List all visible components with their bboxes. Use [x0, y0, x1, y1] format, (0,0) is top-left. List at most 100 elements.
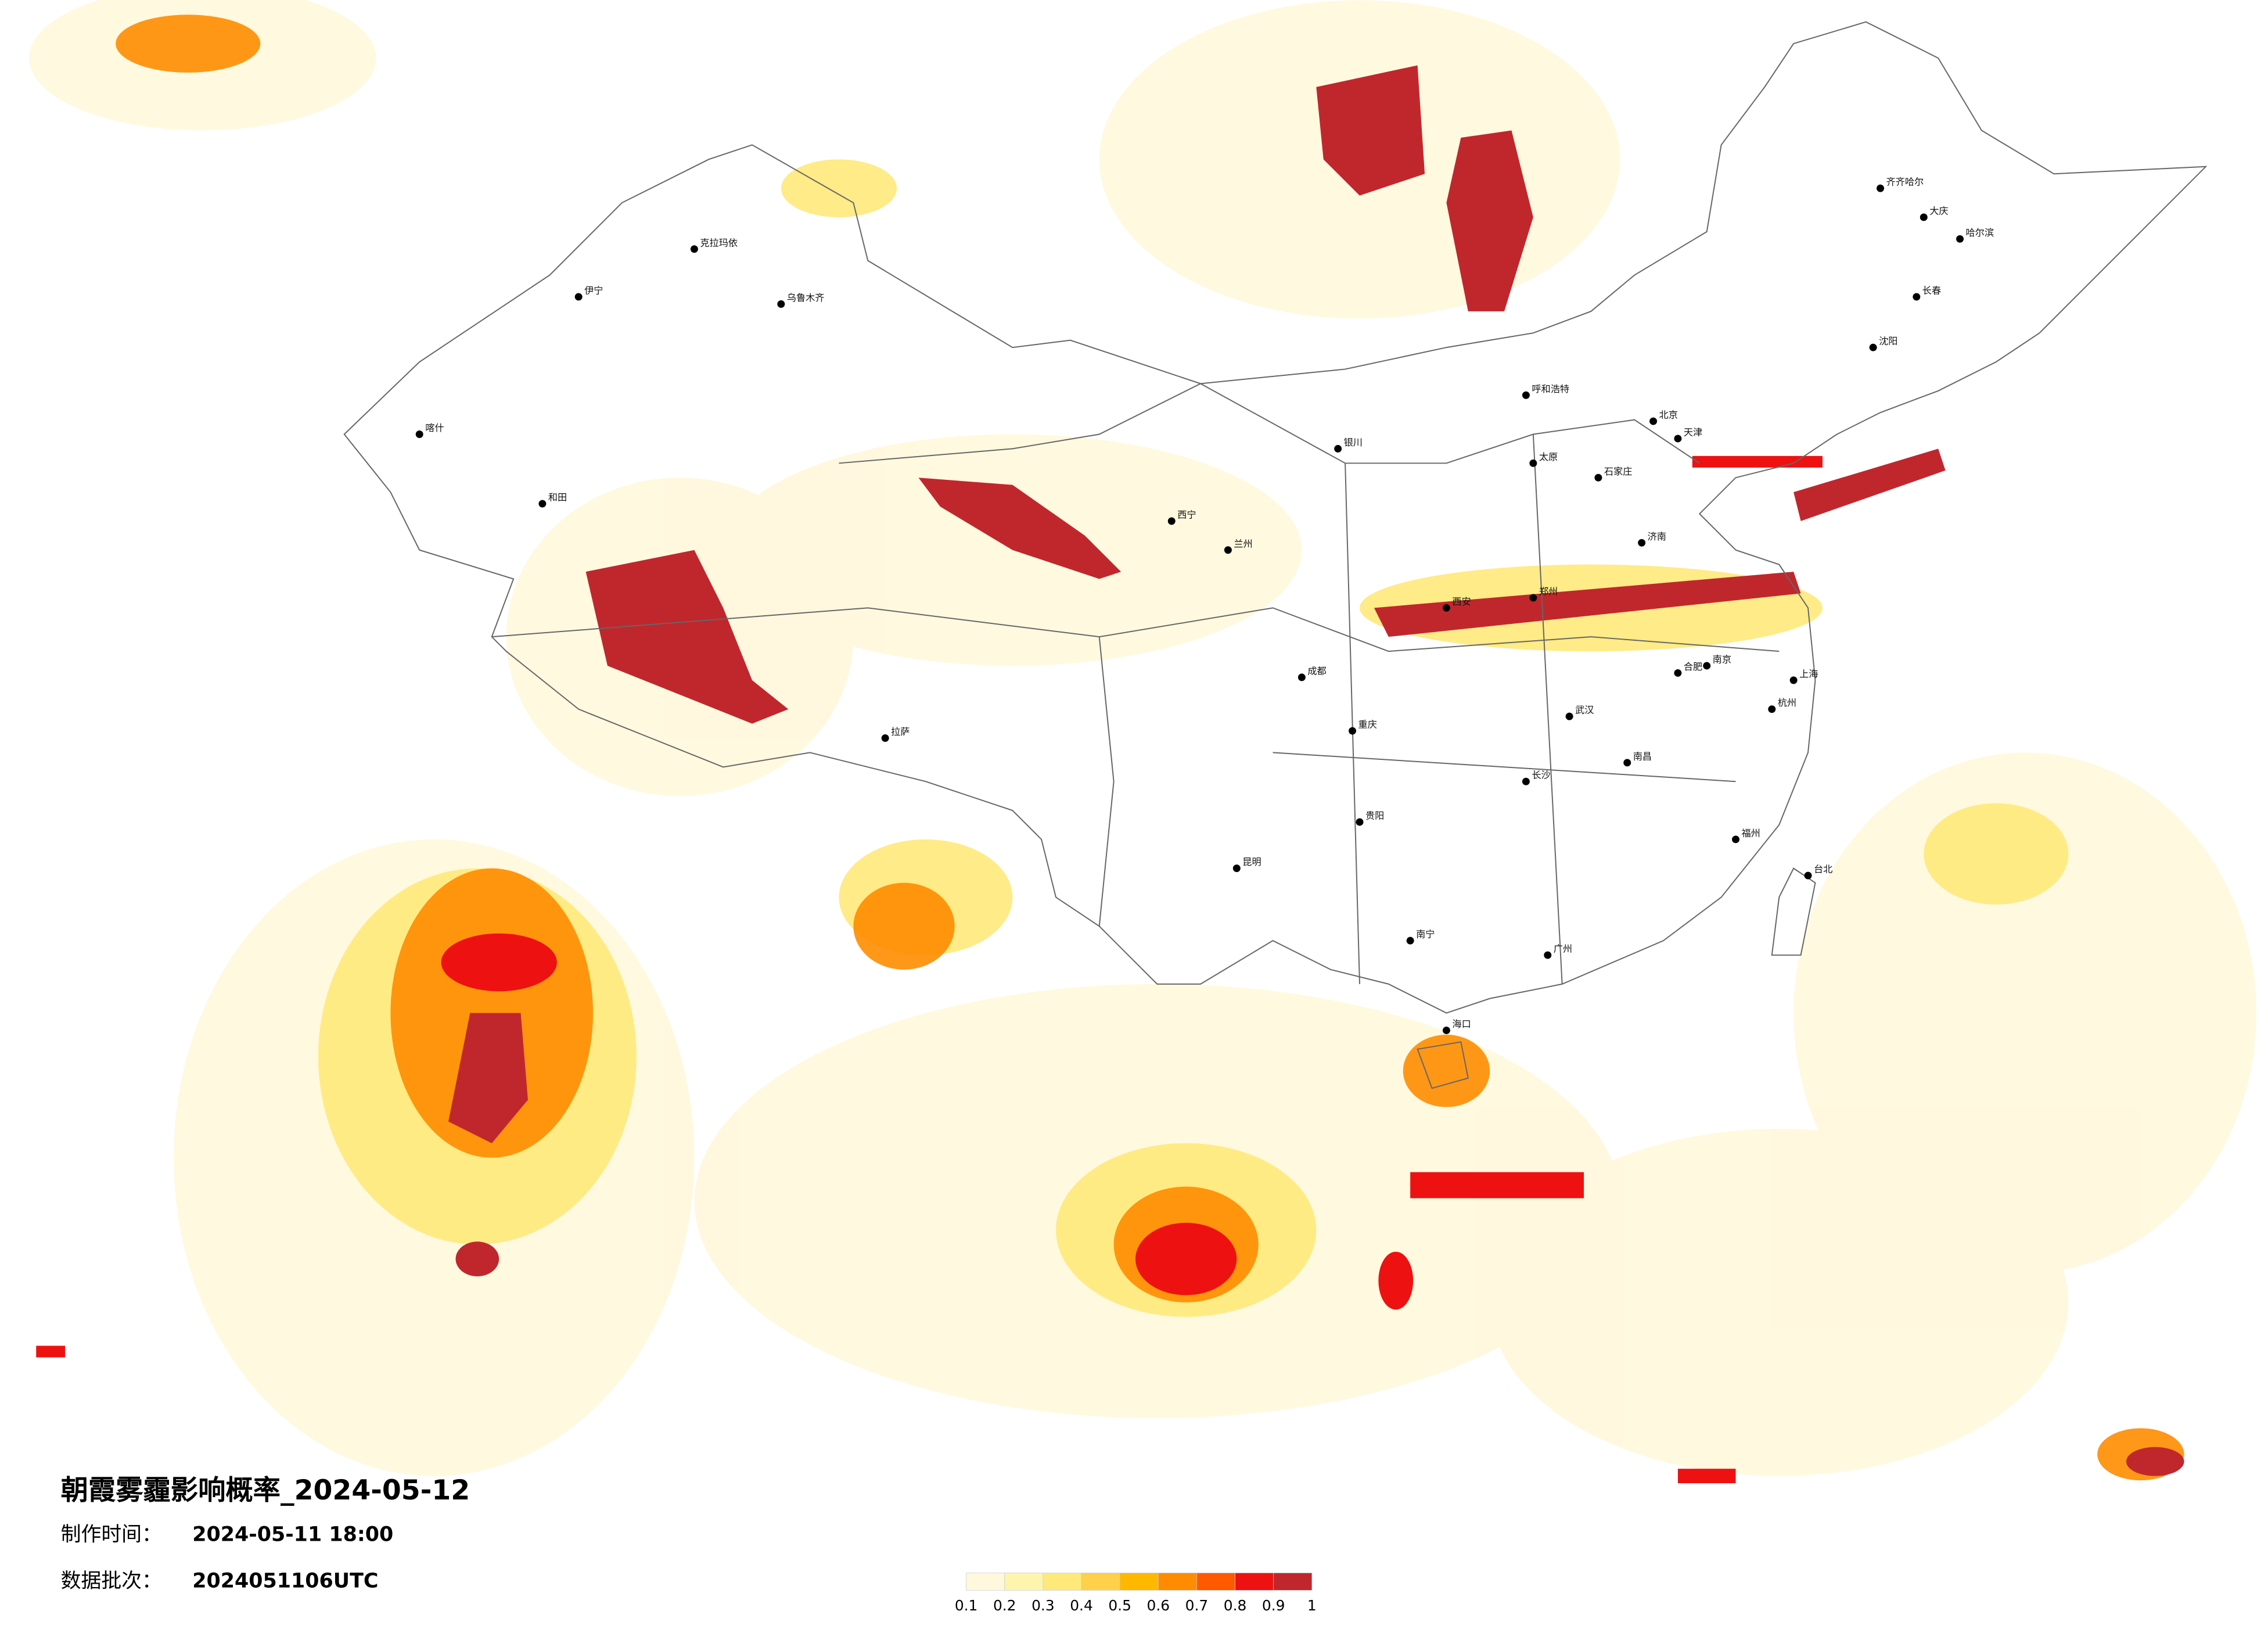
city-label: 哈尔滨 [1965, 227, 1994, 238]
legend-swatch [1004, 1573, 1044, 1591]
city-dot [1349, 727, 1357, 735]
city-label: 重庆 [1358, 719, 1377, 730]
legend-swatch [1273, 1573, 1313, 1591]
city-label: 喀什 [425, 422, 444, 433]
legend-tick-label: 0.2 [993, 1597, 1016, 1614]
city-label: 天津 [1684, 427, 1702, 438]
city-dot [1297, 673, 1306, 681]
city-dot [777, 300, 785, 308]
city-label: 上海 [1799, 668, 1818, 679]
city-dot [1804, 871, 1812, 880]
city-dot [1877, 184, 1885, 192]
city-label: 太原 [1539, 451, 1558, 462]
city-label: 贵阳 [1365, 810, 1384, 821]
city-label: 拉萨 [891, 726, 910, 737]
city-label: 台北 [1814, 864, 1832, 875]
made-value: 2024-05-11 18:00 [192, 1523, 393, 1547]
city-label: 西宁 [1177, 509, 1196, 520]
city-dot [1869, 343, 1877, 351]
legend-tick-label: 0.6 [1146, 1597, 1170, 1614]
city-label: 西安 [1452, 596, 1471, 607]
city-dot [1768, 705, 1776, 713]
legend-swatch [1081, 1573, 1120, 1591]
city-label: 和田 [548, 492, 567, 503]
city-dot [1956, 235, 1964, 243]
legend-tick-label: 0.3 [1031, 1597, 1055, 1614]
city-dot [1224, 546, 1232, 554]
city-label: 呼和浩特 [1532, 383, 1569, 394]
legend-tick-label: 0.4 [1070, 1597, 1093, 1614]
city-dot [1638, 539, 1646, 547]
legend-tick-label: 0.1 [955, 1597, 978, 1614]
city-dot [1522, 391, 1530, 399]
city-dot [1232, 864, 1241, 873]
city-label: 广州 [1554, 943, 1572, 955]
city-label: 石家庄 [1604, 466, 1633, 477]
city-dot [1674, 669, 1682, 677]
city-dot [1406, 937, 1414, 945]
city-label: 长春 [1922, 285, 1941, 296]
city-label: 成都 [1307, 665, 1326, 676]
batch-label: 数据批次： [61, 1569, 162, 1592]
city-label: 齐齐哈尔 [1886, 177, 1924, 188]
city-dot [1913, 293, 1921, 301]
city-dot [1623, 759, 1631, 767]
city-dot [415, 430, 423, 438]
city-dot [1703, 662, 1711, 670]
legend-swatch [1235, 1573, 1274, 1591]
title: 朝霞雾霾影响概率_2024-05-12 [61, 1474, 470, 1506]
city-label: 郑州 [1539, 586, 1558, 597]
city-dot [1356, 818, 1364, 826]
city-label: 杭州 [1778, 697, 1796, 708]
city-dot [1544, 951, 1552, 959]
legend-tick-label: 1 [1307, 1597, 1317, 1614]
made-label: 制作时间： [61, 1523, 162, 1547]
legend-tick-label: 0.7 [1185, 1597, 1209, 1614]
city-dot [574, 293, 583, 301]
boundary [343, 21, 2208, 1089]
city-dot [1732, 835, 1739, 844]
city-label: 福州 [1741, 827, 1760, 838]
city-label: 大庆 [1929, 205, 1948, 216]
city-label: 长沙 [1532, 770, 1550, 781]
city-dot [1649, 417, 1658, 425]
city-dot [1529, 594, 1537, 602]
city-label: 克拉玛依 [700, 237, 738, 248]
legend-swatch [1043, 1573, 1082, 1591]
legend: 0.1 0.2 0.3 0.4 0.5 0.6 0.7 0.8 0.9 1 [955, 1573, 1317, 1614]
legend-tick-label: 0.5 [1108, 1597, 1131, 1614]
city-dot [1594, 473, 1602, 482]
city-label: 乌鲁木齐 [787, 292, 825, 303]
city-label: 北京 [1659, 410, 1678, 421]
batch-value: 2024051106UTC [192, 1569, 378, 1592]
city-dot [1167, 517, 1176, 525]
city-label: 南宁 [1416, 929, 1435, 940]
city-label: 南昌 [1633, 751, 1652, 762]
city-label: 海口 [1452, 1018, 1471, 1029]
haze-field [28, 0, 2257, 1484]
legend-swatch [966, 1573, 1005, 1591]
city-dot [1522, 777, 1530, 785]
city-label: 银川 [1344, 437, 1363, 448]
city-label: 昆明 [1242, 856, 1261, 867]
city-dot [1334, 444, 1342, 453]
city-dot [1789, 676, 1798, 684]
legend-swatch [1158, 1573, 1197, 1591]
legend-swatch [1196, 1573, 1235, 1591]
city-dot [1674, 435, 1682, 443]
city-dot [1442, 1027, 1450, 1035]
city-label: 南京 [1713, 654, 1731, 665]
city-label: 武汉 [1575, 705, 1594, 716]
city-label: 兰州 [1234, 538, 1252, 549]
city-label: 合肥 [1684, 661, 1702, 672]
city-dot [690, 245, 698, 253]
legend-tick-label: 0.8 [1224, 1597, 1247, 1614]
city-dot [881, 734, 889, 742]
city-dot [1920, 213, 1928, 221]
city-label: 伊宁 [584, 285, 603, 296]
legend-swatch [1119, 1573, 1159, 1591]
city-label: 济南 [1648, 531, 1666, 542]
